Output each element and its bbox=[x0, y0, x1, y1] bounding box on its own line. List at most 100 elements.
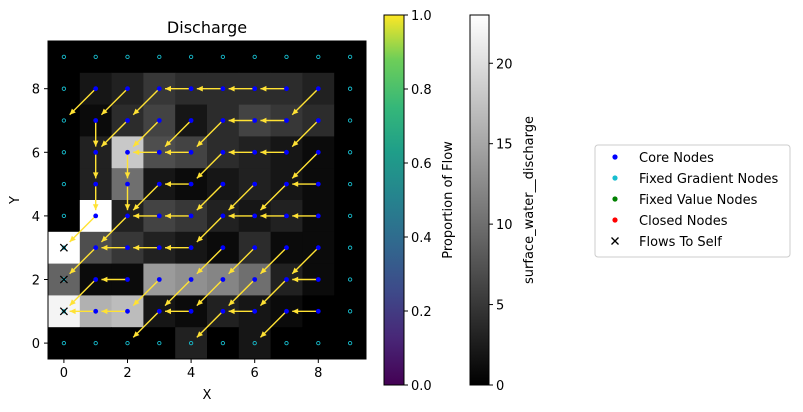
flow-arrow bbox=[124, 152, 131, 179]
flow-arrow bbox=[196, 310, 224, 338]
fixed-gradient-node bbox=[316, 54, 321, 60]
flow-arrow bbox=[165, 149, 192, 156]
fixed-gradient-node bbox=[93, 340, 98, 346]
heatmap-cell bbox=[334, 327, 367, 360]
legend-label: Closed Nodes bbox=[639, 214, 728, 229]
core-node bbox=[188, 149, 194, 155]
flow-arrow-head bbox=[260, 85, 267, 92]
flow-arrow-head bbox=[165, 140, 172, 147]
flow-arrow bbox=[132, 310, 160, 338]
flow-arrow bbox=[132, 120, 160, 148]
flow-arrow bbox=[132, 183, 160, 211]
fixed-gradient-node bbox=[61, 150, 67, 155]
flow-arrow-shaft bbox=[69, 215, 97, 243]
flow-arrow bbox=[291, 247, 319, 275]
legend-dot-marker bbox=[612, 217, 618, 223]
heatmap-cell bbox=[48, 327, 81, 360]
heatmap-cell bbox=[79, 327, 112, 360]
flow-arrow-shaft bbox=[132, 183, 160, 211]
core-node bbox=[284, 245, 289, 251]
core-node bbox=[93, 118, 99, 123]
flow-arrow bbox=[165, 85, 192, 92]
flow-arrow bbox=[69, 279, 97, 307]
core-node bbox=[93, 213, 99, 219]
flow-arrow-head bbox=[92, 140, 99, 147]
flow-arrow bbox=[196, 151, 224, 179]
flow-arrow-head bbox=[228, 213, 235, 219]
flows-to-self-markers bbox=[59, 243, 68, 316]
flow-arrow-head bbox=[228, 85, 235, 92]
fixed-gradient-node bbox=[252, 54, 257, 60]
legend-entries: Core Nodes Fixed Gradient Nodes Fixed Valu… bbox=[611, 151, 778, 250]
flow-arrow bbox=[196, 215, 224, 243]
core-node bbox=[284, 308, 289, 314]
legend-entry: Core Nodes bbox=[612, 151, 714, 166]
colorbar-tick-label: 10 bbox=[496, 218, 513, 233]
flow-arrow-head bbox=[292, 308, 299, 315]
flow-arrow-head bbox=[133, 244, 140, 251]
core-node bbox=[220, 308, 226, 314]
core-node bbox=[284, 86, 289, 92]
core-node bbox=[220, 181, 226, 187]
flow-arrow-head bbox=[292, 181, 299, 187]
flow-arrow bbox=[292, 181, 319, 187]
flow-arrow bbox=[100, 88, 128, 116]
flow-arrow-head bbox=[196, 235, 203, 242]
flow-arrow-head bbox=[165, 244, 171, 251]
flow-arrow-head bbox=[260, 299, 267, 306]
flow-arrow bbox=[259, 247, 287, 275]
core-node bbox=[315, 308, 321, 314]
core-node bbox=[93, 149, 99, 155]
heatmap-cell bbox=[175, 41, 208, 74]
x-tick-label: 8 bbox=[314, 366, 322, 381]
flow-arrow bbox=[260, 213, 287, 219]
flow-arrow-head bbox=[101, 308, 108, 315]
flows-to-self-marker bbox=[59, 275, 68, 284]
flow-arrow-head bbox=[228, 299, 235, 306]
discharge-colorbar-label: surface_water__discharge bbox=[522, 116, 537, 284]
x-tick-label: 0 bbox=[60, 366, 68, 381]
flow-arrow bbox=[260, 149, 287, 156]
flow-arrow-shaft bbox=[259, 183, 287, 211]
flow-arrow bbox=[228, 279, 256, 307]
fixed-gradient-node bbox=[157, 340, 162, 346]
flow-arrow bbox=[133, 149, 160, 156]
legend-dot-marker bbox=[612, 175, 618, 181]
fixed-gradient-node bbox=[252, 340, 257, 346]
flows-to-self-stroke bbox=[59, 307, 68, 316]
flow-arrow bbox=[132, 279, 160, 307]
legend-box bbox=[594, 144, 791, 258]
proportion-colorbar-ticks: 0.0 0.2 0.4 0.6 0.8 1.0 bbox=[404, 9, 432, 394]
heatmap-cell bbox=[48, 136, 81, 169]
core-node bbox=[315, 149, 321, 155]
core-node bbox=[156, 277, 162, 282]
flow-arrow-shaft bbox=[100, 88, 128, 116]
flow-arrow bbox=[259, 279, 287, 307]
flow-arrow bbox=[132, 88, 160, 116]
y-tick-label: 2 bbox=[32, 274, 40, 289]
flow-arrow-head bbox=[196, 267, 203, 274]
heatmap-cell bbox=[334, 72, 367, 105]
flow-arrow bbox=[196, 279, 224, 307]
legend-label: Fixed Value Nodes bbox=[639, 193, 758, 208]
y-tick-label: 8 bbox=[32, 83, 40, 98]
flow-arrow-head bbox=[124, 204, 131, 211]
flow-arrow-head bbox=[228, 267, 235, 274]
legend-entry: Fixed Value Nodes bbox=[612, 193, 758, 208]
fixed-gradient-node bbox=[347, 150, 353, 155]
flow-arrow-shaft bbox=[132, 279, 160, 307]
colorbar-tick-label: 15 bbox=[496, 138, 513, 153]
flow-arrow-shaft bbox=[228, 247, 256, 275]
x-tick-label: 4 bbox=[187, 366, 195, 381]
flow-arrow-shaft bbox=[291, 151, 319, 179]
flow-arrow-head bbox=[196, 140, 203, 147]
core-node bbox=[315, 277, 321, 282]
flow-arrow-head bbox=[292, 108, 299, 115]
flow-arrow-shaft bbox=[100, 120, 128, 148]
core-node bbox=[252, 149, 258, 155]
flow-arrow bbox=[92, 152, 99, 179]
flow-arrow-head bbox=[69, 299, 76, 306]
x-axis-ticks: 0 2 4 6 8 bbox=[60, 359, 322, 381]
flow-arrow-shaft bbox=[291, 247, 319, 275]
flow-arrow-head bbox=[165, 308, 171, 315]
